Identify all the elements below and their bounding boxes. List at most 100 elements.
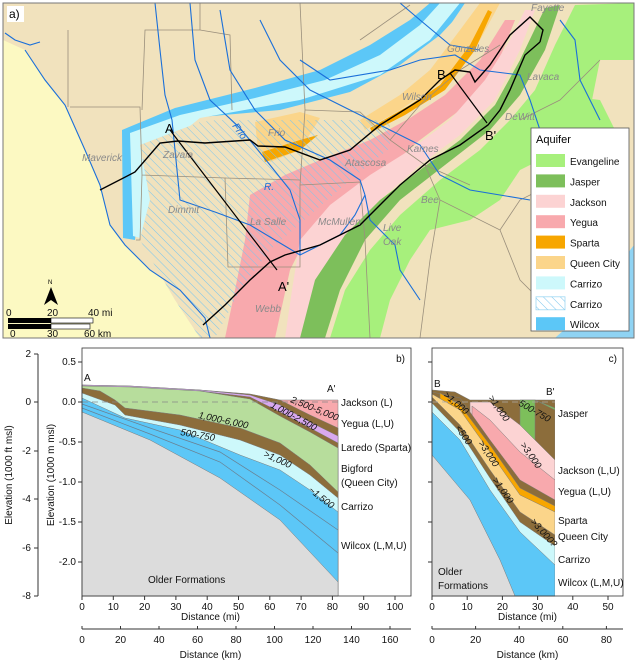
county-label: Gonzales [447,44,489,55]
y-m-tick-label: -0.5 [59,437,77,448]
legend-swatch [536,194,565,208]
x-km-tick-label: 60 [192,635,204,646]
legend-swatch [536,317,565,331]
x-km-tick-label: 20 [470,635,482,646]
x-mi-axis-title: Distance (mi) [498,612,557,623]
legend-item: Carrizo [535,296,603,311]
axes: 0.50.0-0.5-1.0-1.5-2.020-2-4-6-8Elevatio… [4,347,412,661]
mexico-region [3,40,210,338]
unit-label: Jackson (L,U) [558,466,620,477]
model-boundary [99,16,544,326]
county-label: Wilson [402,92,432,103]
y-ft-tick-label: -8 [22,591,31,602]
y-ft-tick-label: 0 [25,397,31,408]
scale-mi-40: 40 mi [88,308,112,319]
x-mi-tick-label: 70 [296,602,308,613]
y-m-tick-label: -2.0 [59,557,77,568]
x-mi-tick-label: 0 [429,602,435,613]
x-mi-tick-label: 20 [139,602,151,613]
county-label: Dimmit [168,205,200,216]
y-ft-tick-label: -4 [22,494,31,505]
x-mi-tick-label: 30 [532,602,544,613]
x-mi-tick-label: 100 [387,602,404,613]
y-ft-tick-label: -2 [22,446,31,457]
x-km-tick-label: 120 [305,635,322,646]
x-mi-tick-label: 90 [358,602,370,613]
x-mi-tick-label: 80 [327,602,339,613]
aquifer-jasper [300,5,560,338]
y-m-tick-label: -1.0 [59,477,77,488]
y-ft-tick-label: -6 [22,543,31,554]
aquifer-queen-city-ne [360,3,500,130]
x-mi-tick-label: 10 [108,602,120,613]
aquifer-map: Maverick Zavala Dimmit La Salle McMullen Webb… [3,3,634,338]
county-label: Bee [421,195,439,206]
section-line-a [169,129,278,271]
river-label-r: R. [264,182,274,193]
cross-section-a-a-prime: 0.50.0-0.5-1.0-1.5-2.020-2-4-6-8Elevatio… [4,347,412,661]
x-km-axis-title: Distance (km) [497,650,559,661]
y-m-tick-label: 0.5 [62,357,76,368]
x-km-tick-label: 60 [557,635,569,646]
cross-section-b-b-prime: 0 10 20 30 40 50 0 20 40 60 80 Distance (mi) Distanc… [428,347,624,661]
county-label: Live [383,223,402,234]
legend-item: Jasper [536,174,601,188]
x-km-tick-label: 40 [153,635,165,646]
x-mi-tick-label: 0 [79,602,85,613]
legend-label: Jasper [570,177,601,188]
unit-label: Wilcox (L,M,U) [341,541,407,552]
legend-item: Sparta [536,235,600,250]
section-line-b [449,72,488,124]
section-point-a-prime: A' [278,279,289,294]
x-km-tick-label: 40 [514,635,526,646]
section-point-b-prime: B' [485,128,496,143]
section-start-label: A [84,373,91,384]
county-label: Oak [383,237,402,248]
county-label: DeWitt [505,112,536,123]
legend-swatch [536,215,565,229]
y-m-tick-label: -1.5 [59,517,77,528]
county-label: Atascosa [344,158,387,169]
legend-label: Carrizo [570,300,603,311]
legend-item: Queen City [536,256,620,270]
scale-bar: 0 20 40 mi 0 30 60 km [6,308,112,338]
legend-label: Wilcox [570,320,599,331]
unit-label: Carrizo [558,555,591,566]
x-km-tick-label: 0 [429,635,435,646]
north-arrow-icon [44,287,58,305]
county-label: Frio [268,128,286,139]
unit-label: Jasper [558,409,589,420]
x-km-tick-label: 80 [601,635,613,646]
county-boundaries [67,3,601,338]
north-arrow: N [44,280,58,305]
section-start-label: B [434,379,441,390]
x-mi-tick-label: 40 [567,602,579,613]
legend-label: Jackson [570,198,607,209]
aquifer-carrizo [130,3,460,238]
x-mi-tick-label: 50 [233,602,245,613]
legend-swatch [536,154,565,167]
legend-label: Evangeline [570,157,620,168]
x-km-tick-label: 100 [266,635,283,646]
panel-label-c: c) [609,354,617,365]
unit-label: Bigford [341,464,373,475]
county-label: Fayette [531,3,565,14]
county-label: Maverick [82,153,123,164]
unit-label: Yegua (L,U) [341,419,394,430]
x-mi-tick-label: 50 [602,602,614,613]
x-km-tick-label: 160 [382,635,399,646]
legend-title: Aquifer [536,134,571,146]
legend-swatch [536,276,565,290]
scale-mi-0: 0 [6,308,12,319]
unit-label: Yegua (L,U) [558,487,611,498]
unit-label: Laredo (Sparta) [341,443,411,454]
scale-mi-20: 20 [47,308,59,319]
x-km-axis-title: Distance (km) [180,650,242,661]
panel-label-bg [7,6,24,22]
legend-swatch [536,235,565,249]
legend-item: Yegua [536,215,598,229]
x-mi-tick-label: 10 [462,602,474,613]
unit-label: (Queen City) [341,478,398,489]
